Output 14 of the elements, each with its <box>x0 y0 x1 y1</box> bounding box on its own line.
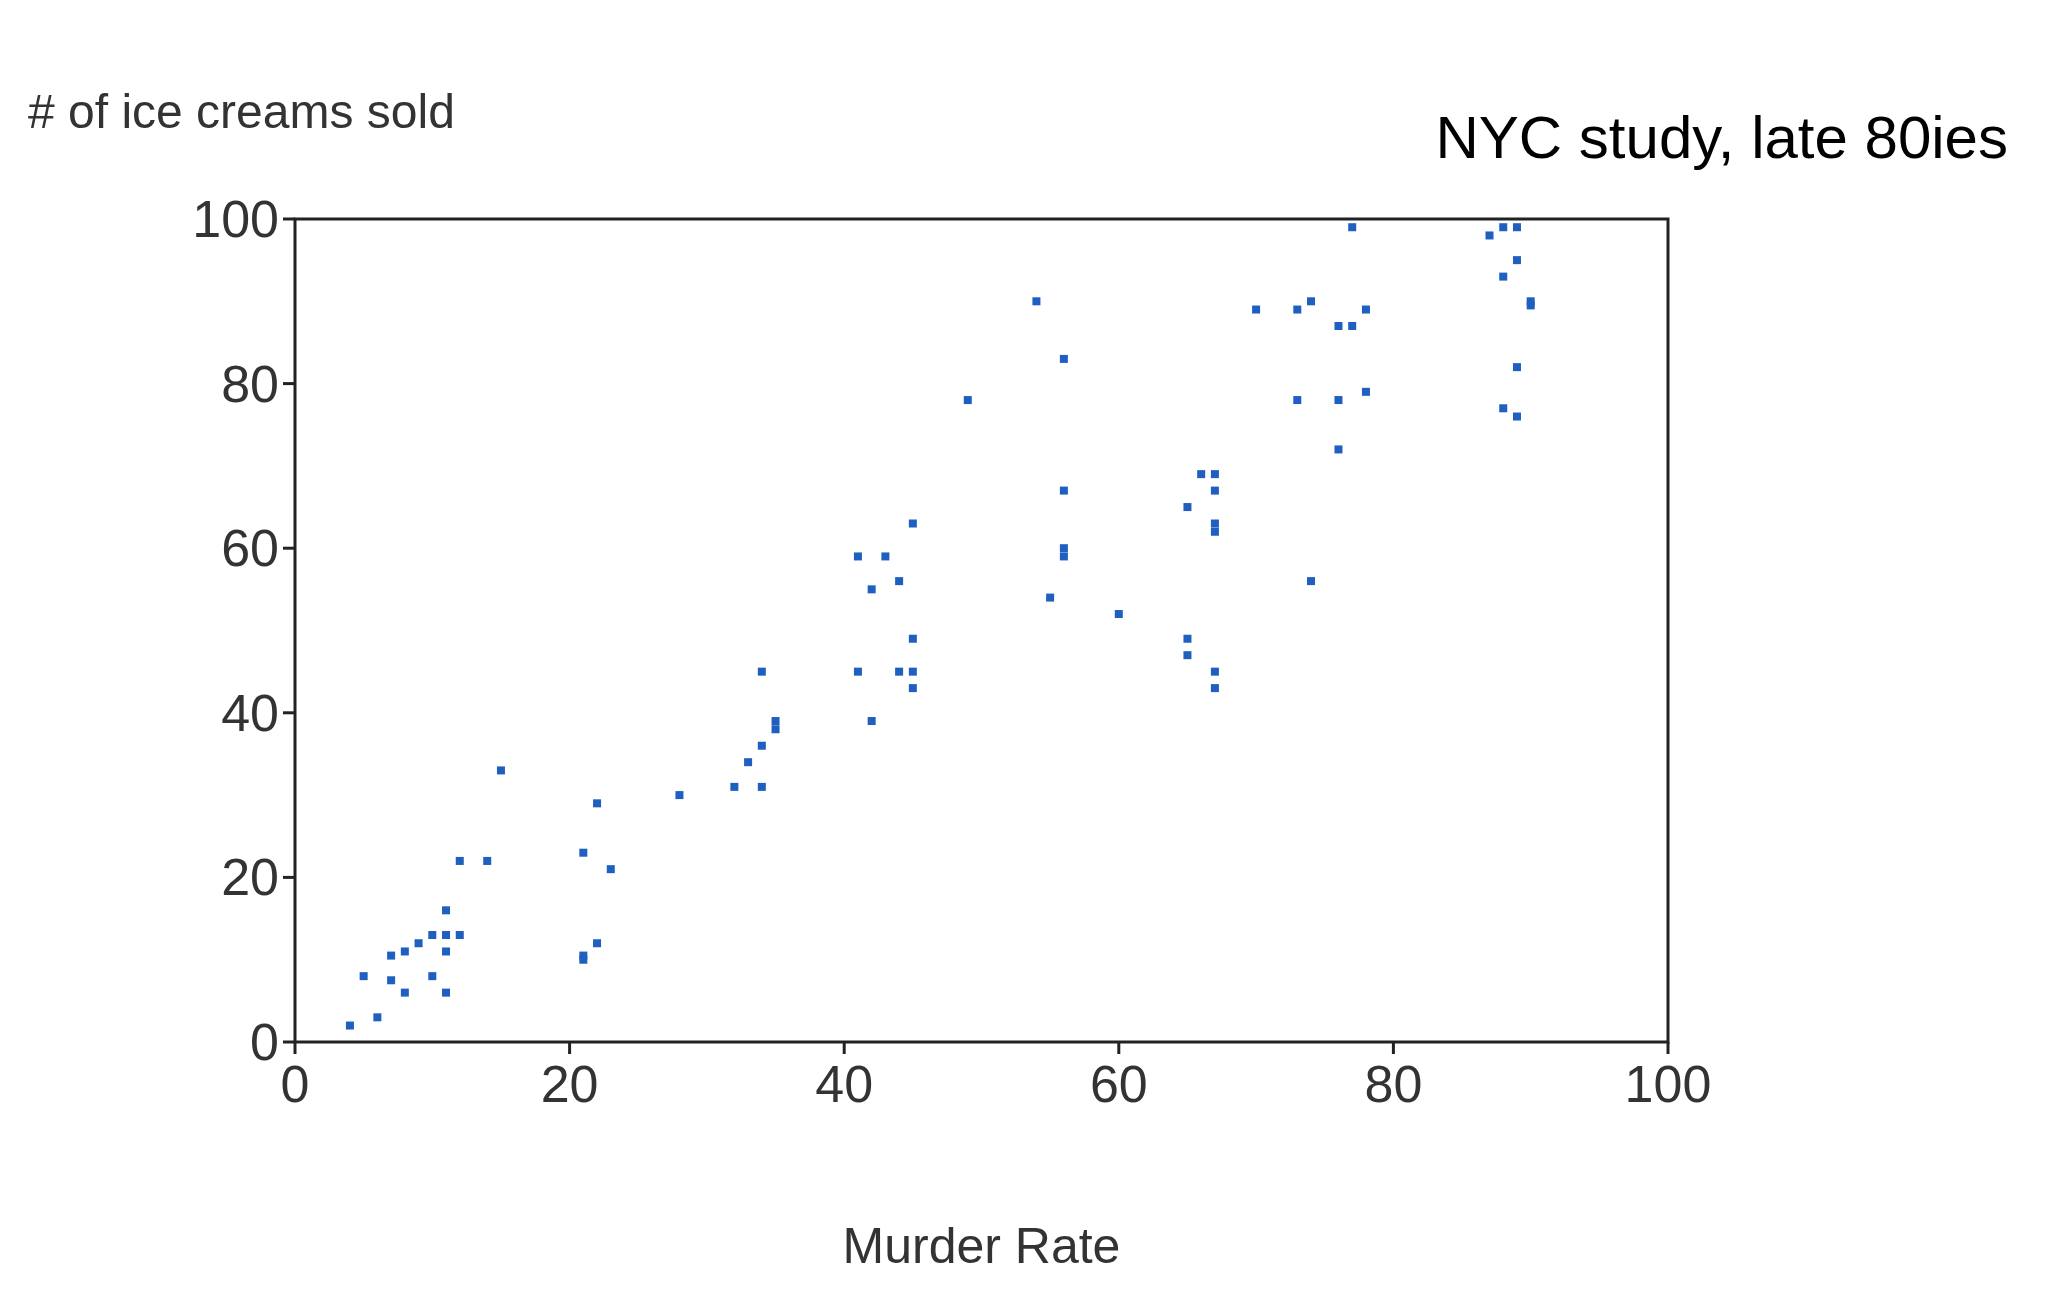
y-tick-label: 100 <box>192 190 279 248</box>
y-axis-title: # of ice creams sold <box>28 85 455 138</box>
x-axis-title: Murder Rate <box>842 1218 1121 1274</box>
chart-title: NYC study, late 80ies <box>1435 104 2008 171</box>
y-tick-label: 20 <box>221 848 279 907</box>
x-tick-label: 80 <box>1364 1055 1423 1113</box>
x-tick-label: 60 <box>1089 1055 1148 1113</box>
y-tick-label: 60 <box>221 519 279 578</box>
y-tick-label: 80 <box>221 354 279 413</box>
x-tick-label: 20 <box>540 1055 599 1113</box>
x-tick-label: 100 <box>1624 1055 1712 1113</box>
x-tick-label: 40 <box>815 1055 874 1113</box>
y-tick-label: 40 <box>221 683 279 742</box>
y-tick-label: 0 <box>250 1013 279 1071</box>
